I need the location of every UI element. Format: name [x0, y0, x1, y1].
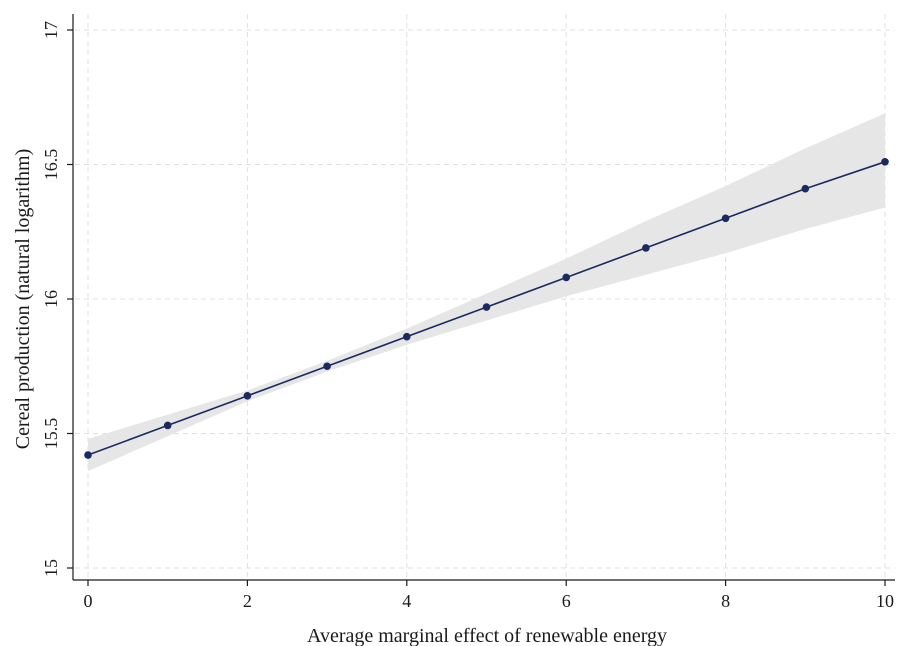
y-tick-label: 17: [41, 21, 61, 39]
data-point: [562, 273, 570, 282]
x-axis-ticks: 0 2 4 6 8 10: [84, 580, 894, 611]
x-tick-label: 6: [562, 591, 571, 611]
data-point: [801, 184, 810, 193]
y-axis-title: Cereal production (natural logarithm): [12, 149, 34, 449]
y-tick-label: 16: [41, 290, 61, 308]
x-tick-label: 4: [402, 591, 411, 611]
data-point: [323, 362, 331, 371]
x-tick-label: 8: [721, 591, 730, 611]
grid-lines: [75, 14, 895, 578]
data-point: [881, 158, 889, 166]
data-point: [482, 303, 491, 311]
y-axis-ticks: 15 15.5 16 16.5 17: [41, 21, 73, 577]
confidence-interval-band: [88, 113, 885, 472]
x-tick-label: 10: [876, 591, 894, 611]
data-point: [163, 421, 172, 430]
data-point: [243, 392, 252, 400]
data-point: [721, 214, 730, 223]
data-point: [642, 244, 650, 252]
x-axis-title: Average marginal effect of renewable ene…: [307, 625, 667, 646]
data-point: [403, 332, 411, 341]
x-tick-label: 2: [243, 591, 252, 611]
x-tick-label: 0: [84, 591, 93, 611]
y-tick-label: 15.5: [41, 418, 61, 450]
y-tick-label: 15: [41, 559, 61, 577]
y-tick-label: 16.5: [41, 149, 61, 181]
data-points: [84, 158, 889, 459]
data-point: [84, 451, 92, 459]
